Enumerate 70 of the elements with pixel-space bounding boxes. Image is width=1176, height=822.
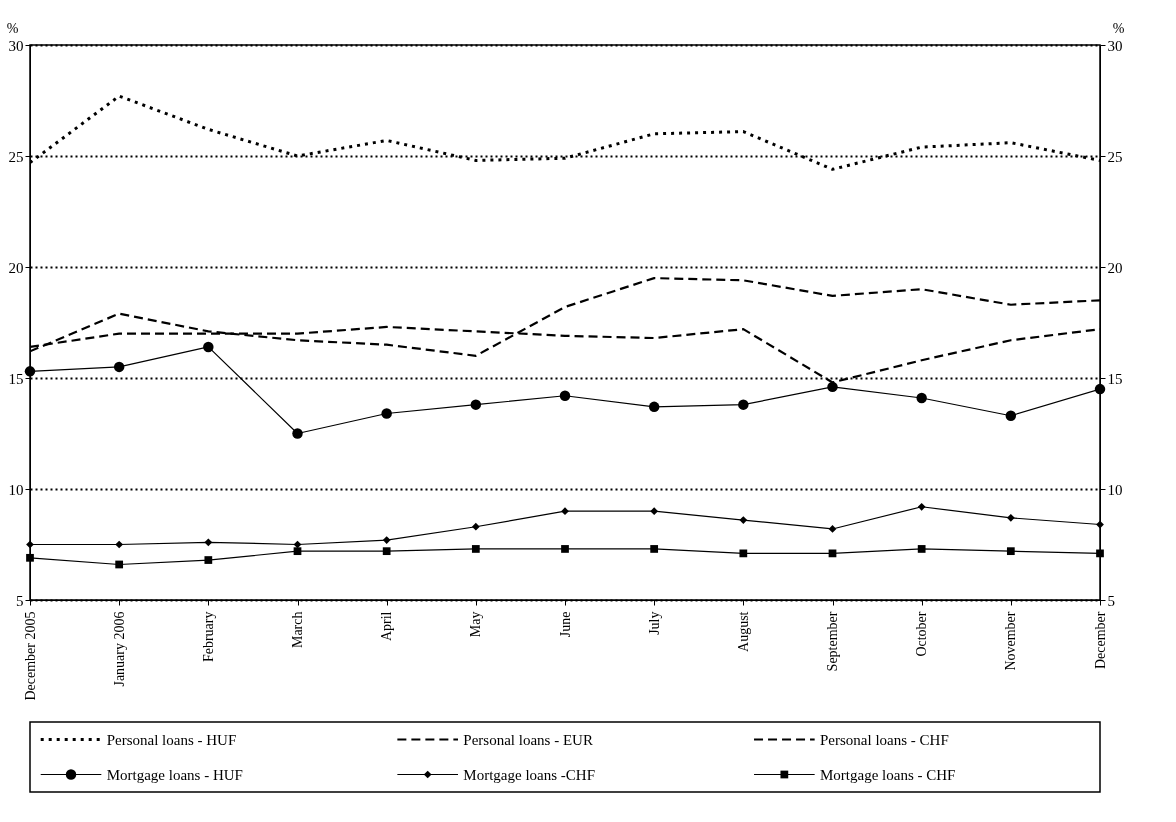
y-tick-label: 20 [8, 259, 24, 276]
point [561, 507, 569, 516]
point [115, 560, 124, 569]
point [917, 502, 926, 511]
point [293, 547, 302, 556]
point [917, 545, 926, 553]
legend-label: Personal loans - CHF [820, 731, 949, 748]
x-tick-label: February [200, 611, 216, 663]
legend-label: Personal loans - EUR [463, 731, 593, 748]
point [827, 381, 838, 393]
point [1006, 513, 1015, 522]
point [1006, 547, 1015, 556]
point [559, 390, 571, 401]
y-tick-label: 10 [8, 481, 24, 498]
y2-tick-label: 10 [1107, 481, 1123, 498]
point [26, 553, 34, 562]
point [1094, 383, 1106, 395]
x-tick-label: October [914, 611, 930, 657]
x-tick-label: December [1092, 611, 1108, 670]
point [113, 361, 125, 373]
point [650, 545, 659, 553]
legend-label: Mortgage loans - HUF [106, 766, 243, 783]
point [471, 522, 480, 531]
point [650, 507, 659, 516]
y2-tick-label: 15 [1107, 370, 1123, 387]
legend-label: Mortgage loans -CHF [463, 766, 596, 783]
y-tick-label: 5 [16, 592, 24, 609]
y2-tick-label: 30 [1107, 37, 1123, 54]
point [24, 366, 36, 377]
point [738, 399, 749, 410]
x-tick-label: November [1003, 611, 1019, 671]
point [739, 549, 748, 558]
point [26, 540, 34, 549]
point [381, 408, 392, 419]
point [828, 525, 837, 533]
x-tick-label: January 2006 [111, 611, 127, 687]
x-tick-label: June [557, 611, 573, 638]
y-tick-label: 30 [8, 37, 24, 54]
x-tick-label: April [379, 611, 395, 642]
point [204, 538, 213, 547]
x-tick-label: May [468, 611, 484, 638]
point [471, 545, 480, 553]
point [382, 536, 391, 544]
point [382, 547, 391, 556]
point [561, 545, 569, 553]
point [203, 341, 214, 353]
legend-label: Mortgage loans - CHF [820, 766, 956, 783]
point [739, 516, 748, 524]
point [292, 428, 303, 439]
point [916, 392, 927, 404]
point [470, 399, 482, 410]
y2-tick-label: 20 [1107, 259, 1123, 276]
x-tick-label: September [825, 611, 840, 672]
point [1096, 549, 1104, 558]
x-tick-label: December 2005 [22, 611, 38, 701]
y-tick-label: 15 [8, 370, 24, 387]
x-tick-label: August [735, 611, 751, 652]
y2-tick-label: 25 [1107, 148, 1123, 165]
point [204, 556, 213, 564]
point [115, 540, 124, 549]
x-tick-label: July [646, 611, 662, 635]
point [1096, 520, 1104, 529]
y-axis-title: % [6, 20, 19, 36]
point [648, 401, 660, 413]
x-tick-label: March [290, 611, 305, 649]
y2-axis-title: % [1112, 20, 1125, 36]
point [1005, 410, 1017, 421]
y2-tick-label: 5 [1107, 592, 1115, 609]
legend-label: Personal loans - HUF [106, 731, 237, 748]
y-tick-label: 25 [8, 148, 24, 165]
